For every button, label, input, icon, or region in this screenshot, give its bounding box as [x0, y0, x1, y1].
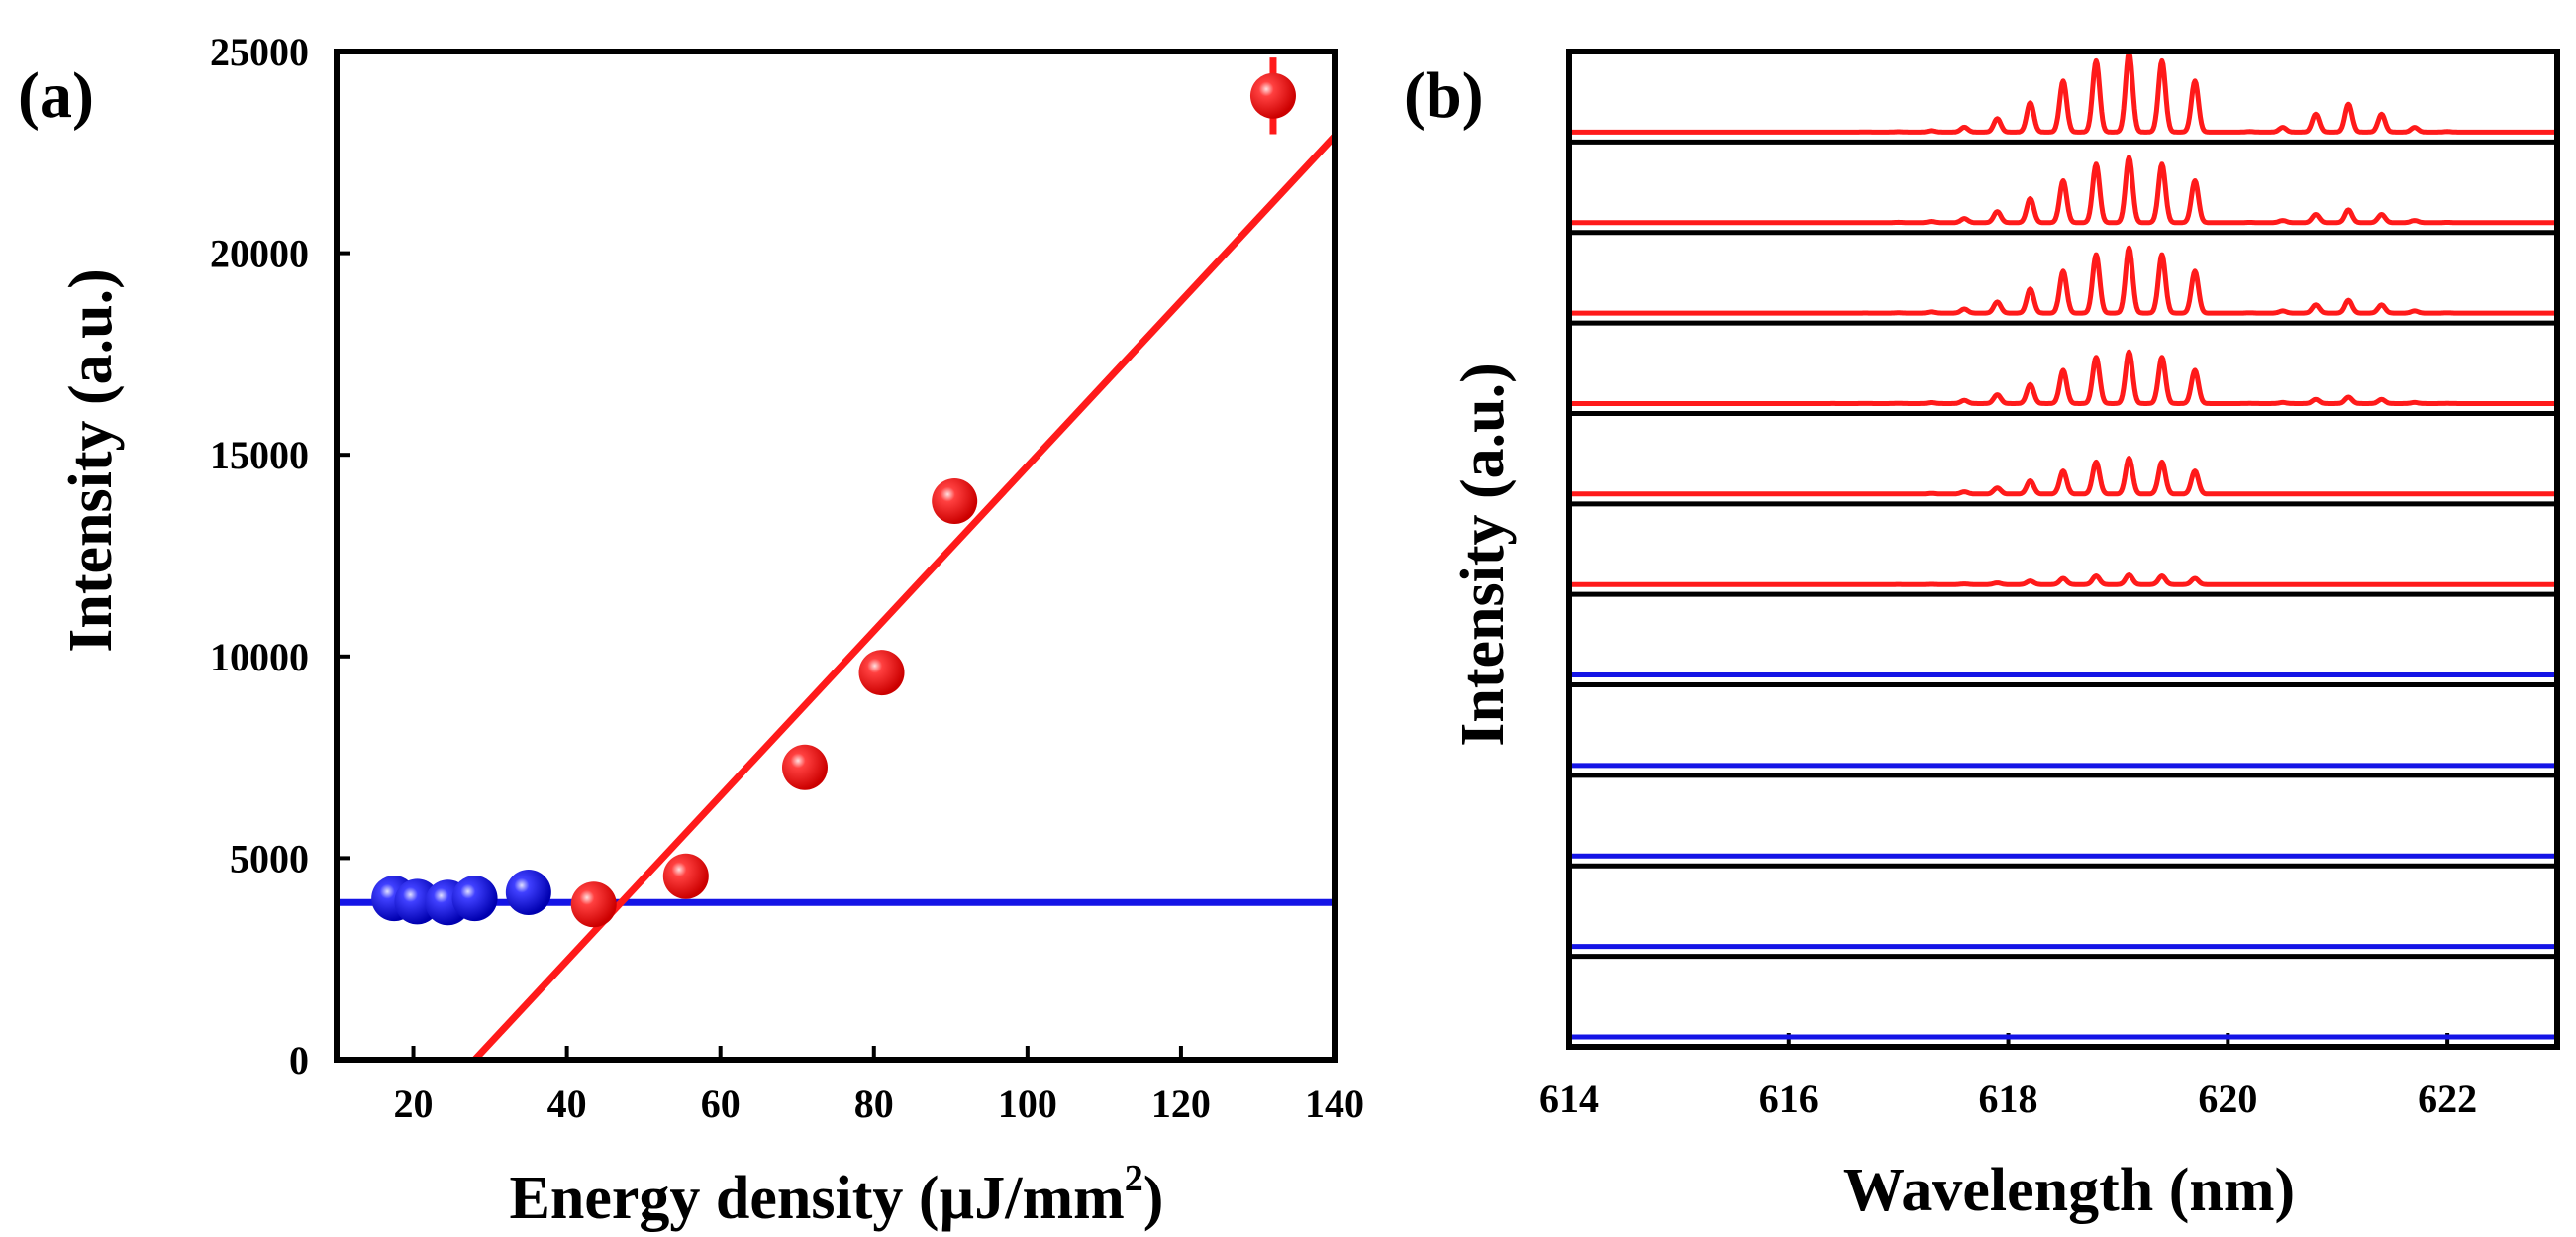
panel-b-xlabel: Wavelength (nm) [1843, 1157, 2295, 1224]
panel-a-ytick-label: 20000 [210, 232, 309, 276]
red-spectrum-trace [1567, 572, 2559, 587]
panel-a-xtick-label: 80 [854, 1082, 894, 1126]
panel-b: (b) Intensity (a.u.) Wavelength (nm) 614… [1404, 49, 2560, 1224]
red-data-point [662, 853, 709, 899]
red-spectrum-trace [1567, 245, 2559, 316]
red-data-point [1249, 72, 1296, 119]
panel-a-ytick-label: 25000 [210, 30, 309, 74]
red-spectrum-trace [1567, 155, 2559, 226]
panel-a-xtick-label: 140 [1305, 1082, 1364, 1126]
blue-data-point [451, 876, 498, 922]
panel-a-label: (a) [18, 59, 94, 132]
panel-b-ylabel: Intensity (a.u.) [1449, 362, 1517, 747]
red-spectrum-trace [1567, 456, 2559, 497]
panel-a-ytick-label: 10000 [210, 635, 309, 679]
panel-b-xtick-label: 618 [1979, 1077, 2038, 1121]
red-data-point [570, 881, 617, 928]
panel-a-xlabel-main: Energy density (µJ/mm [510, 1165, 1125, 1232]
panel-b-xtick-label: 614 [1539, 1077, 1599, 1121]
panel-b-xtick-label: 616 [1759, 1077, 1819, 1121]
panel-b-plot: 614 616 618 620 622 [1539, 50, 2559, 1121]
panel-b-xtick-label: 622 [2418, 1077, 2477, 1121]
red-data-point [781, 744, 828, 790]
red-data-point [858, 650, 905, 696]
panel-a: (a) Intensity (a.u.) Energy density (µJ/… [18, 30, 1364, 1232]
panel-a-ytick-label: 0 [289, 1038, 309, 1082]
panel-b-xtick-label: 620 [2198, 1077, 2257, 1121]
panel-b-label: (b) [1404, 59, 1484, 132]
panel-a-ytick-label: 15000 [210, 433, 309, 477]
panel-a-xlabel-sup: 2 [1125, 1158, 1143, 1199]
panel-a-xtick-label: 120 [1151, 1082, 1211, 1126]
red-data-point [932, 478, 978, 525]
panel-a-xtick-label: 40 [547, 1082, 587, 1126]
red-spectrum-trace [1567, 349, 2559, 406]
panel-a-xtick-label: 100 [998, 1082, 1057, 1126]
panel-a-xtick-label: 60 [701, 1082, 741, 1126]
red-spectrum-trace [1567, 50, 2559, 135]
panel-a-plot: 20 40 60 80 100 120 140 0 5000 10000 15000 20000 250… [210, 30, 1364, 1126]
panel-a-xtick-label: 20 [394, 1082, 434, 1126]
panel-a-xlabel: Energy density (µJ/mm2) [510, 1158, 1164, 1232]
panel-a-xlabel-end: ) [1143, 1165, 1164, 1232]
panel-a-ylabel: Intensity (a.u.) [57, 268, 125, 653]
panel-a-ytick-label: 5000 [230, 836, 309, 880]
panel-a-frame [334, 49, 1338, 1063]
panel-b-frame [1566, 49, 2560, 1050]
red-fit-line [472, 134, 1338, 1063]
blue-data-point [505, 870, 551, 916]
